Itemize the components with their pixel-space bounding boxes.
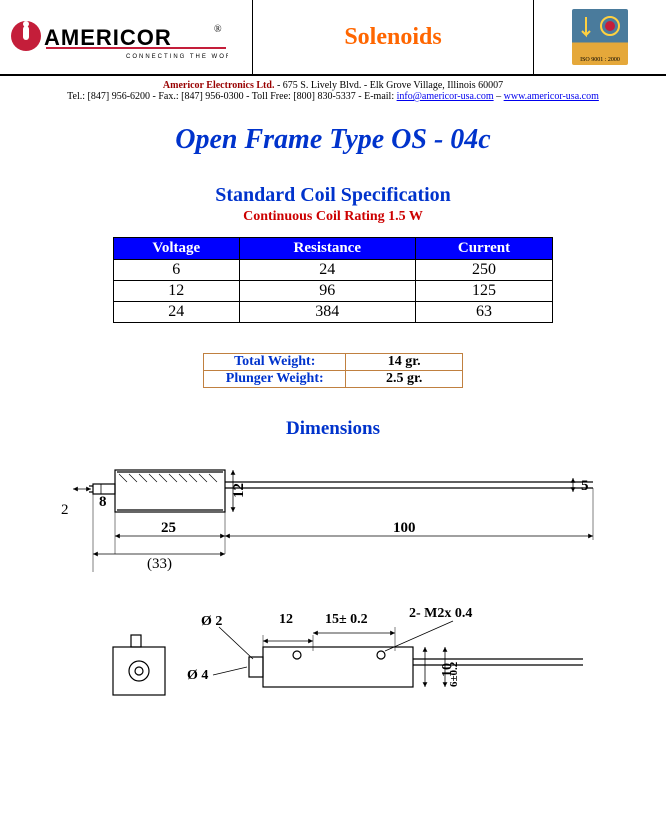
dimension-view-top: Ø 2 Ø 4 12 15± 0.2 2- M2x 0.4 6±0.2 10 xyxy=(53,597,613,727)
company-name: Americor Electronics Ltd. xyxy=(163,80,275,91)
dimension-view-side: 2 8 12 5 25 (33) 100 xyxy=(53,442,613,592)
table-row: Plunger Weight: 2.5 gr. xyxy=(204,371,463,388)
total-weight-value: 14 gr. xyxy=(346,354,463,371)
dim-body-len: 25 xyxy=(161,520,176,536)
dim-left-offset: 2 xyxy=(61,502,69,518)
brand-tagline: CONNECTING THE WORLD xyxy=(126,54,228,60)
dim-overall: (33) xyxy=(147,556,172,572)
dim-pitch2: 15± 0.2 xyxy=(325,612,368,627)
dim-stub: 8 xyxy=(99,494,107,510)
dim-cable-th: 5 xyxy=(581,478,589,494)
spec-table: Voltage Resistance Current 6 24 250 12 9… xyxy=(113,237,553,323)
col-voltage: Voltage xyxy=(114,238,240,260)
company-address: - 675 S. Lively Blvd. - Elk Grove Villag… xyxy=(274,80,503,91)
dim-shaft-d: Ø 4 xyxy=(187,668,208,683)
table-row: 6 24 250 xyxy=(114,260,553,281)
table-row: Total Weight: 14 gr. xyxy=(204,354,463,371)
table-header-row: Voltage Resistance Current xyxy=(114,238,553,260)
email-link[interactable]: info@americor-usa.com xyxy=(397,91,494,102)
spec-heading: Standard Coil Specification xyxy=(0,184,666,207)
dimensions-drawings: 2 8 12 5 25 (33) 100 xyxy=(53,442,613,732)
iso-badge xyxy=(572,9,628,65)
col-current: Current xyxy=(415,238,552,260)
category-cell: Solenoids xyxy=(253,0,534,74)
svg-text:®: ® xyxy=(214,24,222,35)
dim-hole-d: Ø 2 xyxy=(201,614,222,629)
total-weight-label: Total Weight: xyxy=(204,354,346,371)
product-title: Open Frame Type OS - 04c xyxy=(0,124,666,156)
page-header: AMERICOR ® CONNECTING THE WORLD Solenoid… xyxy=(0,0,666,76)
spec-subtitle: Continuous Coil Rating 1.5 W xyxy=(0,209,666,225)
dim-thread: 2- M2x 0.4 xyxy=(409,606,472,621)
table-row: 12 96 125 xyxy=(114,281,553,302)
dim-h2: 10 xyxy=(440,663,455,677)
plunger-weight-label: Plunger Weight: xyxy=(204,371,346,388)
col-resistance: Resistance xyxy=(239,238,415,260)
table-row: 24 384 63 xyxy=(114,302,553,323)
weight-table: Total Weight: 14 gr. Plunger Weight: 2.5… xyxy=(203,353,463,388)
web-link[interactable]: www.americor-usa.com xyxy=(504,91,599,102)
brand-logo-cell: AMERICOR ® CONNECTING THE WORLD xyxy=(0,0,253,74)
dim-pitch1: 12 xyxy=(279,612,293,627)
contact-phones: Tel.: [847] 956-6200 - Fax.: [847] 956-0… xyxy=(67,91,396,102)
cert-cell xyxy=(534,0,666,74)
contact-block: Americor Electronics Ltd. - 675 S. Livel… xyxy=(0,76,666,104)
brand-name-text: AMERICOR xyxy=(44,25,172,50)
plunger-weight-value: 2.5 gr. xyxy=(346,371,463,388)
dimensions-heading: Dimensions xyxy=(0,418,666,440)
category-title: Solenoids xyxy=(344,24,441,51)
americor-logo: AMERICOR ® CONNECTING THE WORLD xyxy=(8,12,228,62)
dim-height: 12 xyxy=(231,483,247,498)
dim-cable-len: 100 xyxy=(393,520,416,536)
